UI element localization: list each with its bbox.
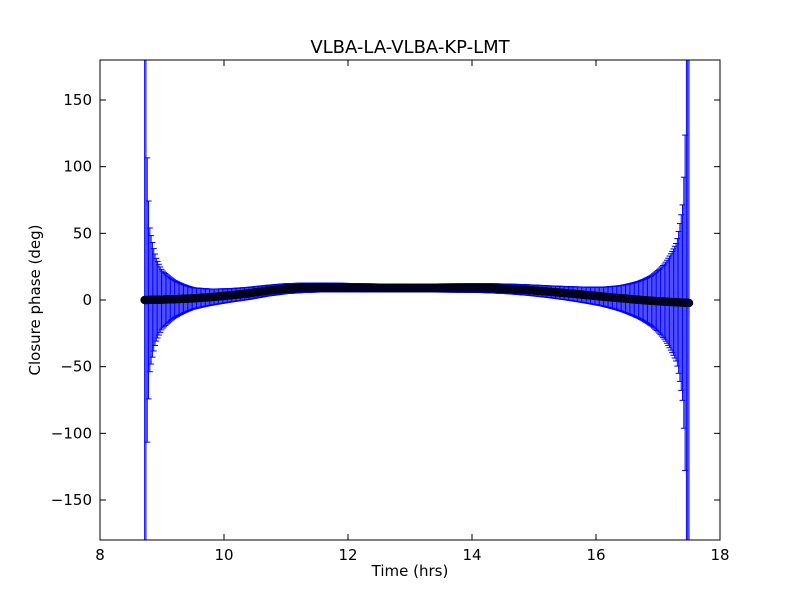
data-point <box>684 298 694 308</box>
x-tick-label: 16 <box>586 546 605 564</box>
y-tick-label: 100 <box>63 158 92 176</box>
y-tick-label: −150 <box>51 491 92 509</box>
x-axis-ticks: 8 10 12 14 16 18 <box>95 60 730 564</box>
y-tick-label: 50 <box>73 224 92 242</box>
y-tick-label: −100 <box>51 424 92 442</box>
chart-title: VLBA-LA-VLBA-KP-LMT <box>310 37 510 58</box>
y-tick-label: 150 <box>63 91 92 109</box>
x-axis-label: Time (hrs) <box>371 562 449 580</box>
x-tick-label: 8 <box>95 546 105 564</box>
x-tick-label: 18 <box>710 546 729 564</box>
y-tick-label: 0 <box>82 291 92 309</box>
y-axis-ticks: −150 −100 −50 0 50 100 150 <box>51 91 720 509</box>
x-tick-label: 10 <box>214 546 233 564</box>
y-tick-label: −50 <box>60 358 92 376</box>
y-axis-label: Closure phase (deg) <box>26 225 44 376</box>
x-tick-label: 14 <box>462 546 481 564</box>
data-point-layer <box>140 283 694 308</box>
x-tick-label: 12 <box>338 546 357 564</box>
plot-area <box>99 59 721 541</box>
